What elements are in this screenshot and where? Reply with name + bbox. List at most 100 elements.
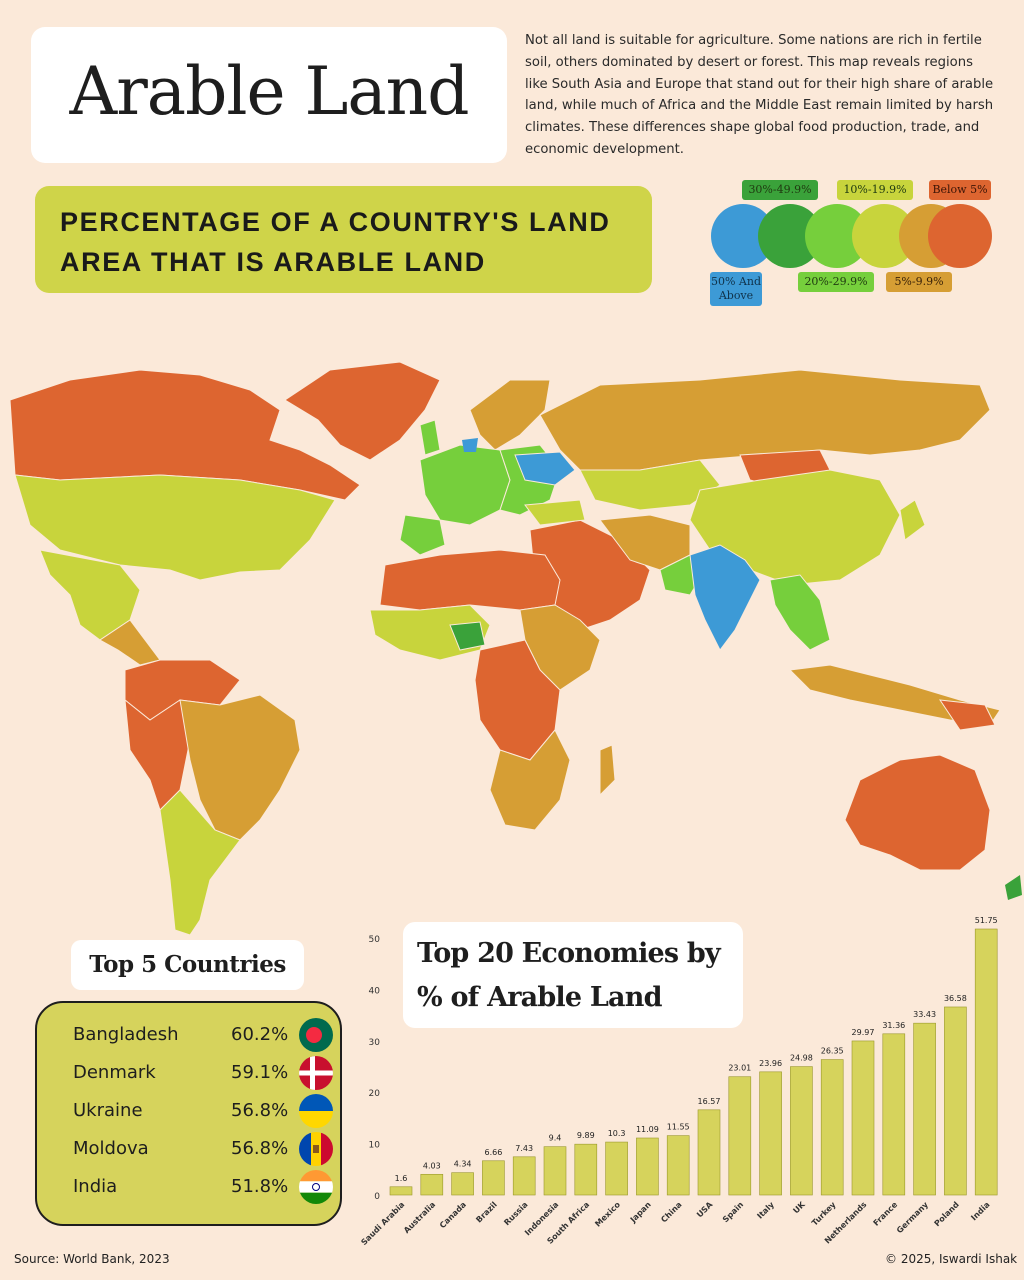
- bar-value-label: 4.34: [454, 1160, 472, 1169]
- top5-country-name: Denmark: [73, 1062, 156, 1083]
- map-region-ukraine: [514, 451, 576, 486]
- india-flag-icon: [299, 1170, 333, 1204]
- bar-value-label: 7.43: [515, 1144, 533, 1153]
- x-tick-label: France: [872, 1200, 900, 1228]
- x-tick-label: Saudi Arabia: [359, 1200, 406, 1247]
- bar-value-label: 23.96: [759, 1059, 782, 1068]
- bar: [759, 1071, 782, 1196]
- legend-circles: [711, 204, 992, 268]
- y-tick-label: 40: [369, 986, 381, 996]
- map-region-australia: [844, 754, 991, 871]
- legend-label-20-29: 20%-29.9%: [798, 272, 874, 292]
- denmark-flag-icon: [299, 1056, 333, 1090]
- bar: [451, 1172, 474, 1196]
- y-tick-label: 50: [369, 935, 381, 945]
- map-region-denmark: [462, 438, 478, 452]
- legend-swatch-30-49: [758, 204, 822, 268]
- x-tick-label: Italy: [755, 1199, 776, 1220]
- bar-value-label: 9.89: [577, 1131, 595, 1140]
- y-tick-label: 30: [369, 1038, 381, 1048]
- top5-row: Bangladesh 60.2%: [73, 1018, 343, 1054]
- top5-title-card: Top 5 Countries: [71, 940, 304, 990]
- top5-country-name: India: [73, 1176, 118, 1197]
- top5-country-value: 60.2%: [231, 1024, 289, 1045]
- top5-row: Ukraine 56.8%: [73, 1094, 343, 1130]
- bar-value-label: 33.43: [913, 1010, 936, 1019]
- map-region-china: [689, 469, 901, 586]
- map-region-nigeria: [449, 621, 486, 651]
- y-tick-label: 20: [369, 1089, 381, 1099]
- bar: [512, 1156, 536, 1196]
- bar-value-label: 24.98: [790, 1054, 813, 1063]
- map-region-india: [689, 544, 761, 651]
- legend-label-30-49: 30%-49.9%: [742, 180, 818, 200]
- title-card: Arable Land: [31, 27, 507, 163]
- bar: [666, 1135, 690, 1196]
- bar: [543, 1146, 567, 1196]
- y-tick-label: 10: [369, 1141, 381, 1151]
- y-tick-label: 0: [374, 1192, 380, 1202]
- legend-swatch-50-plus: [711, 204, 775, 268]
- top5-row: India 51.8%: [73, 1170, 343, 1206]
- x-tick-label: Australia: [402, 1200, 437, 1235]
- x-tick-label: UK: [791, 1199, 807, 1215]
- bar-value-label: 36.58: [944, 994, 967, 1003]
- map-region-new-zealand: [1005, 875, 1022, 900]
- bar: [697, 1109, 721, 1196]
- bar-value-label: 16.57: [698, 1097, 721, 1106]
- ukraine-flag-icon: [299, 1094, 333, 1128]
- top5-country-value: 56.8%: [231, 1100, 289, 1121]
- bar: [913, 1022, 936, 1196]
- map-region-papua: [938, 699, 996, 731]
- x-tick-label: USA: [695, 1199, 715, 1219]
- bar: [944, 1006, 967, 1196]
- map-region-uk: [419, 419, 441, 456]
- legend-swatch-10-19: [852, 204, 916, 268]
- bar-value-label: 51.75: [975, 916, 998, 925]
- bar: [728, 1076, 752, 1196]
- map-region-southern-africa: [489, 729, 571, 831]
- bar: [882, 1033, 906, 1196]
- bar: [482, 1160, 505, 1196]
- bar-value-label: 29.97: [852, 1028, 875, 1037]
- legend-label-5-9: 5%-9.9%: [886, 272, 952, 292]
- x-tick-label: Japan: [628, 1200, 653, 1225]
- map-region-iberia: [399, 514, 446, 556]
- map-region-madagascar: [599, 744, 616, 797]
- map-region-japan: [899, 499, 926, 541]
- map-region-brazil: [179, 694, 301, 841]
- top5-country-value: 56.8%: [231, 1138, 289, 1159]
- bar-value-label: 6.66: [484, 1148, 502, 1157]
- bar: [420, 1173, 444, 1196]
- map-subtitle: PERCENTAGE OF A COUNTRY'S LAND AREA THAT…: [60, 207, 611, 277]
- bar: [574, 1143, 598, 1196]
- bar: [605, 1141, 628, 1196]
- subtitle-card: PERCENTAGE OF A COUNTRY'S LAND AREA THAT…: [35, 186, 652, 293]
- credit-note: © 2025, Iswardi Ishak: [885, 1252, 1018, 1266]
- top5-country-name: Moldova: [73, 1138, 149, 1159]
- bar: [820, 1059, 844, 1196]
- chart-title-line1: Top 20 Economies by: [417, 938, 721, 969]
- x-tick-label: Mexico: [593, 1200, 622, 1229]
- map-region-greenland: [284, 361, 441, 461]
- top5-row: Denmark 59.1%: [73, 1056, 343, 1092]
- top5-list: Bangladesh 60.2% Denmark 59.1% Ukraine 5…: [35, 1001, 342, 1226]
- legend-label-50-plus: 50% And Above: [710, 272, 762, 306]
- map-region-southeast-asia: [769, 574, 831, 651]
- source-note: Source: World Bank, 2023: [14, 1252, 170, 1266]
- x-tick-label: Spain: [721, 1200, 745, 1224]
- legend-swatch-20-29: [805, 204, 869, 268]
- world-map: [9, 361, 1022, 936]
- x-tick-label: Russia: [502, 1200, 529, 1227]
- legend: 50% And Above 30%-49.9% 20%-29.9% 10%-19…: [700, 176, 1010, 316]
- bar: [790, 1066, 813, 1196]
- map-region-argentina-chile: [159, 789, 241, 936]
- top5-country-value: 59.1%: [231, 1062, 289, 1083]
- moldova-flag-icon: [299, 1132, 333, 1166]
- bar-value-label: 9.4: [549, 1134, 562, 1143]
- bar: [974, 928, 998, 1196]
- bar-value-label: 11.09: [636, 1125, 659, 1134]
- bar-value-label: 4.03: [423, 1161, 441, 1170]
- bar: [389, 1186, 413, 1196]
- x-tick-label: Poland: [933, 1200, 961, 1228]
